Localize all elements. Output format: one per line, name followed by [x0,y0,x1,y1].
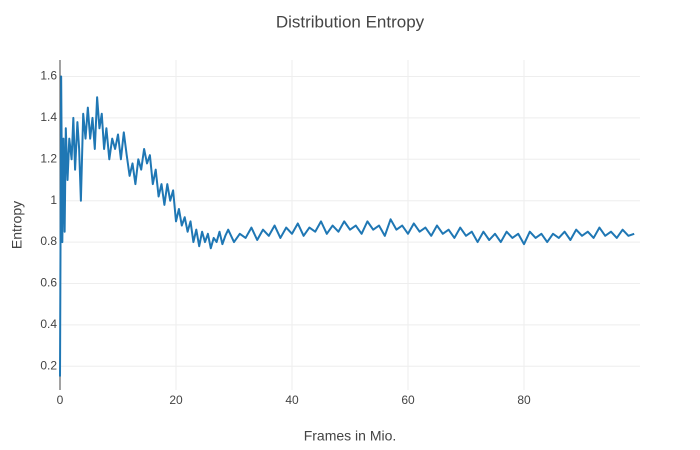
y-tick-label: 0.6 [40,276,57,290]
x-tick-label: 40 [285,393,299,407]
x-tick-label: 80 [517,393,531,407]
y-tick-label: 0.8 [40,234,57,248]
y-tick-label: 0.4 [40,317,57,331]
y-axis-title: Entropy [9,201,25,249]
y-tick-label: 1 [50,193,57,207]
chart-title: Distribution Entropy [276,12,425,31]
y-tick-label: 0.2 [40,358,57,372]
y-tick-label: 1.6 [40,69,57,83]
data-line [59,75,635,377]
x-axis-title: Frames in Mio. [304,428,397,444]
y-tick-label: 1.4 [40,110,57,124]
x-tick-label: 20 [169,393,183,407]
y-tick-label: 1.2 [40,151,57,165]
x-tick-label: 0 [57,393,64,407]
x-tick-label: 60 [401,393,415,407]
